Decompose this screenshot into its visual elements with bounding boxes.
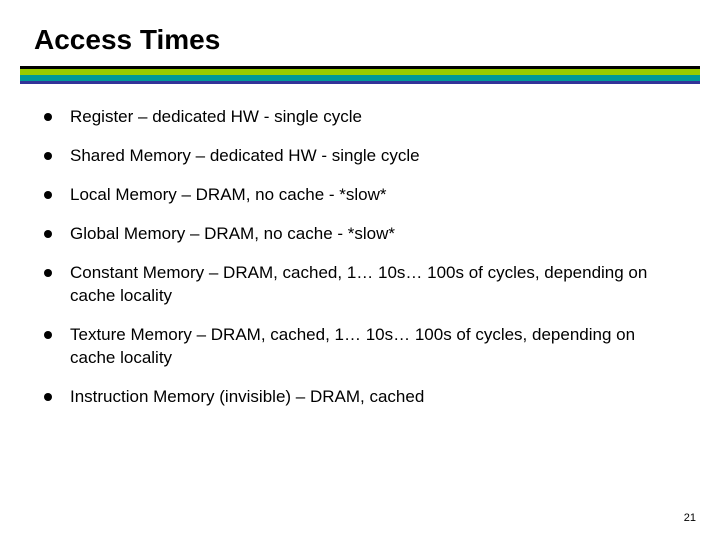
list-item: Shared Memory – dedicated HW - single cy…: [40, 145, 680, 168]
slide-content: Register – dedicated HW - single cycle S…: [0, 84, 720, 408]
list-item: Global Memory – DRAM, no cache - *slow*: [40, 223, 680, 246]
list-item: Register – dedicated HW - single cycle: [40, 106, 680, 129]
list-item: Instruction Memory (invisible) – DRAM, c…: [40, 386, 680, 409]
list-item: Constant Memory – DRAM, cached, 1… 10s… …: [40, 262, 680, 308]
page-number: 21: [684, 512, 696, 524]
list-item: Local Memory – DRAM, no cache - *slow*: [40, 184, 680, 207]
title-rule: [20, 66, 700, 84]
list-item: Texture Memory – DRAM, cached, 1… 10s… 1…: [40, 324, 680, 370]
bullet-list: Register – dedicated HW - single cycle S…: [40, 106, 680, 408]
slide: Access Times Register – dedicated HW - s…: [0, 0, 720, 540]
slide-title: Access Times: [0, 24, 720, 56]
